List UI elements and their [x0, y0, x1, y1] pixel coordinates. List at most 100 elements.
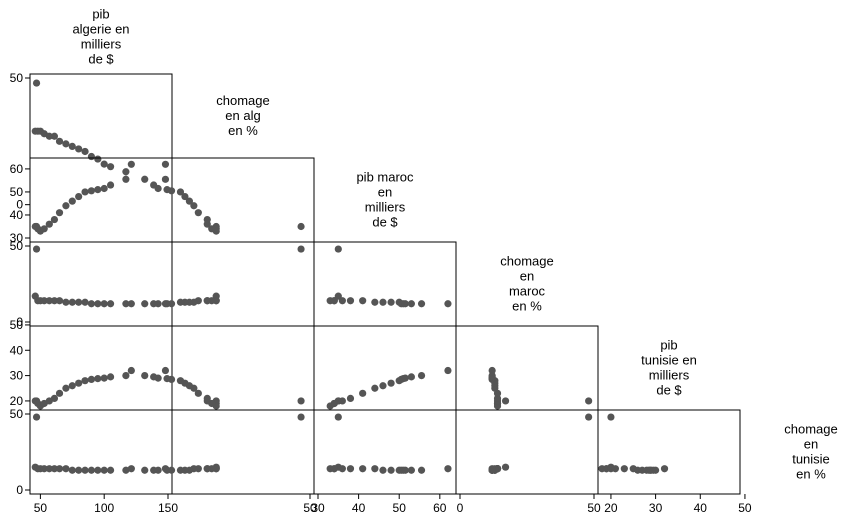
y-tick-label-3-0: 0 — [16, 315, 23, 329]
point-4-0-9 — [68, 382, 76, 390]
point-3-0-7 — [55, 297, 64, 305]
panel-frame-3-0 — [29, 241, 173, 327]
x-tick-label-0-1: 100 — [94, 501, 114, 515]
point-3-1-16 — [141, 300, 149, 308]
point-5-4-16 — [652, 466, 660, 474]
y-tick-label-4-3: 50 — [10, 318, 24, 332]
y-tick-label-4-0: 20 — [10, 394, 24, 408]
x-tick-label-1-0: 50 — [303, 501, 317, 515]
point-5-0-14 — [100, 466, 108, 474]
y-tick-label-5-0: 0 — [16, 483, 23, 497]
point-1-0-7 — [55, 137, 64, 145]
panel-frame-4-3 — [455, 325, 599, 411]
point-3-2-0 — [334, 245, 342, 253]
variable-label-3-line-1: en — [520, 269, 534, 284]
point-2-1-13 — [163, 186, 171, 194]
variable-label-3-line-3: en % — [512, 299, 542, 314]
point-5-1-0 — [297, 413, 305, 421]
variable-label-2-line-3: de $ — [372, 215, 398, 230]
x-tick-label-2-1: 40 — [352, 501, 366, 515]
point-4-2-10 — [387, 379, 395, 387]
point-5-0-13 — [94, 466, 102, 474]
point-1-0-10 — [75, 145, 83, 153]
variable-label-5-line-2: tunisie — [792, 452, 830, 467]
point-5-2-16 — [417, 466, 426, 474]
point-2-0-9 — [68, 197, 76, 205]
variable-label-0-line-0: pib — [92, 7, 109, 22]
point-2-0-16 — [122, 175, 130, 183]
point-5-0-4 — [40, 465, 48, 473]
point-2-1-17 — [127, 160, 135, 168]
point-3-2-8 — [371, 298, 379, 306]
variable-label-0-line-2: milliers — [81, 37, 122, 52]
point-5-2-10 — [387, 466, 395, 474]
point-3-2-15 — [407, 300, 415, 308]
point-5-0-5 — [45, 465, 53, 473]
variable-label-4-line-3: de $ — [656, 383, 682, 398]
point-5-4-17 — [660, 465, 669, 473]
point-2-0-14 — [100, 184, 108, 193]
point-5-3-0 — [585, 413, 593, 421]
point-3-1-15 — [150, 300, 158, 308]
variable-label-4-line-2: milliers — [649, 368, 690, 383]
point-2-1-8 — [190, 202, 198, 210]
point-1-0-0 — [32, 79, 41, 87]
variable-label-2-line-2: milliers — [365, 200, 406, 215]
point-3-0-15 — [106, 300, 115, 308]
panel-frame-5-3 — [455, 409, 599, 495]
point-3-0-0 — [32, 245, 41, 253]
point-1-0-9 — [68, 142, 76, 150]
y-tick-label-2-0: 30 — [10, 231, 24, 245]
variable-label-3-line-0: chomage — [500, 254, 553, 269]
point-4-1-6 — [203, 394, 211, 402]
point-3-0-5 — [45, 297, 53, 305]
point-5-2-9 — [379, 466, 387, 474]
variable-label-5-line-1: en — [804, 437, 818, 452]
point-5-0-7 — [55, 465, 64, 473]
point-2-1-0 — [297, 222, 305, 231]
point-4-2-17 — [444, 366, 452, 375]
point-5-2-14 — [401, 466, 409, 474]
point-4-0-17 — [161, 366, 170, 375]
point-2-1-4 — [208, 225, 216, 233]
x-tick-label-4-3: 50 — [738, 501, 752, 515]
point-4-1-17 — [127, 366, 135, 375]
point-4-2-9 — [379, 382, 387, 390]
point-4-0-8 — [62, 384, 70, 392]
point-1-0-16 — [122, 168, 130, 176]
x-tick-label-4-1: 30 — [649, 501, 663, 515]
point-2-1-6 — [203, 215, 211, 224]
point-4-0-14 — [100, 374, 108, 382]
y-tick-label-1-1: 50 — [10, 71, 24, 85]
variable-label-1-line-1: en alg — [225, 108, 260, 123]
point-3-2-5 — [338, 297, 346, 305]
point-2-0-15 — [106, 181, 115, 189]
x-tick-label-2-0: 30 — [311, 501, 325, 515]
point-3-0-8 — [62, 298, 70, 306]
point-2-1-15 — [150, 181, 158, 189]
y-tick-label-2-3: 60 — [10, 162, 24, 176]
variable-label-5-line-3: en % — [796, 467, 826, 482]
y-tick-label-3-1: 50 — [10, 239, 24, 253]
point-4-2-15 — [407, 373, 415, 381]
panel-frame-4-2 — [313, 325, 457, 411]
variable-label-5-line-0: chomage — [784, 422, 837, 437]
point-5-4-0 — [607, 413, 615, 421]
variable-label-2-line-0: pib maroc — [356, 170, 414, 185]
point-5-4-6 — [611, 465, 620, 473]
panel-frame-2-0 — [29, 157, 173, 243]
point-5-1-15 — [150, 466, 158, 474]
point-3-0-14 — [100, 300, 108, 308]
point-1-0-5 — [45, 132, 53, 140]
point-5-1-13 — [163, 466, 171, 474]
point-2-1-11 — [176, 188, 185, 196]
point-3-1-11 — [176, 298, 185, 306]
point-3-0-16 — [122, 300, 130, 308]
point-2-0-5 — [45, 220, 53, 228]
y-tick-label-4-1: 30 — [10, 369, 24, 383]
point-2-1-7 — [194, 209, 202, 217]
point-4-3-0 — [585, 397, 593, 405]
y-tick-label-2-2: 50 — [10, 185, 24, 199]
panel-frame-5-0 — [29, 409, 173, 495]
